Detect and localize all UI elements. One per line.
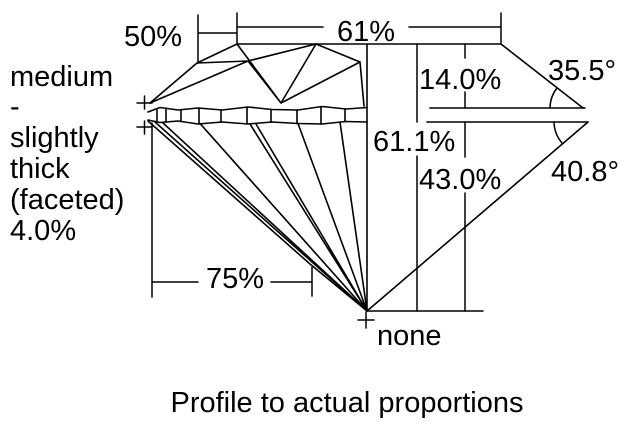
crown-facet-lines: [149, 43, 365, 107]
culet-mark: [357, 311, 375, 329]
star-length-label: 50%: [124, 21, 182, 53]
diamond-linework: [147, 43, 589, 312]
lower-half-length-label: 75%: [206, 263, 264, 295]
crown-angle-arc: [549, 87, 558, 109]
diagram-caption: Profile to actual proportions: [170, 387, 523, 419]
girdle-label-line2: -: [10, 91, 20, 123]
pavilion-angle-label: 40.8°: [551, 156, 619, 188]
girdle-top-left: [147, 105, 368, 113]
girdle-facet-dividers: [156, 106, 346, 125]
pavilion-angle-arc: [553, 121, 563, 144]
girdle-label-line3: slightly: [10, 122, 99, 154]
total-depth-label: 61.1%: [373, 126, 455, 158]
girdle-label-line4: thick: [10, 153, 70, 185]
pavilion-facet-lines: [154, 121, 368, 312]
star-length-dimension: [197, 12, 238, 64]
lower-half-dimension: [151, 122, 313, 298]
crown-angle-label: 35.5°: [548, 55, 616, 87]
pavilion-depth-label: 43.0%: [419, 164, 501, 196]
girdle-label-line6: 4.0%: [10, 215, 76, 247]
crown-slope-right: [500, 43, 584, 109]
table-size-dimension: [236, 12, 502, 45]
crown-height-label: 14.0%: [419, 64, 501, 96]
measurement-labels: 50% 61% medium - slightly thick (faceted…: [10, 16, 619, 419]
dimension-lines: [136, 12, 563, 329]
girdle-label-line1: medium: [10, 61, 113, 93]
girdle-label-line5: (faceted): [10, 184, 124, 216]
girdle-bottom-left: [147, 119, 368, 125]
girdle-thickness-ticks: [136, 95, 153, 135]
pavilion-slope-right: [366, 121, 589, 312]
table-size-label: 61%: [337, 16, 395, 48]
pavilion-silhouette-left: [147, 120, 368, 312]
culet-label: none: [377, 320, 442, 352]
